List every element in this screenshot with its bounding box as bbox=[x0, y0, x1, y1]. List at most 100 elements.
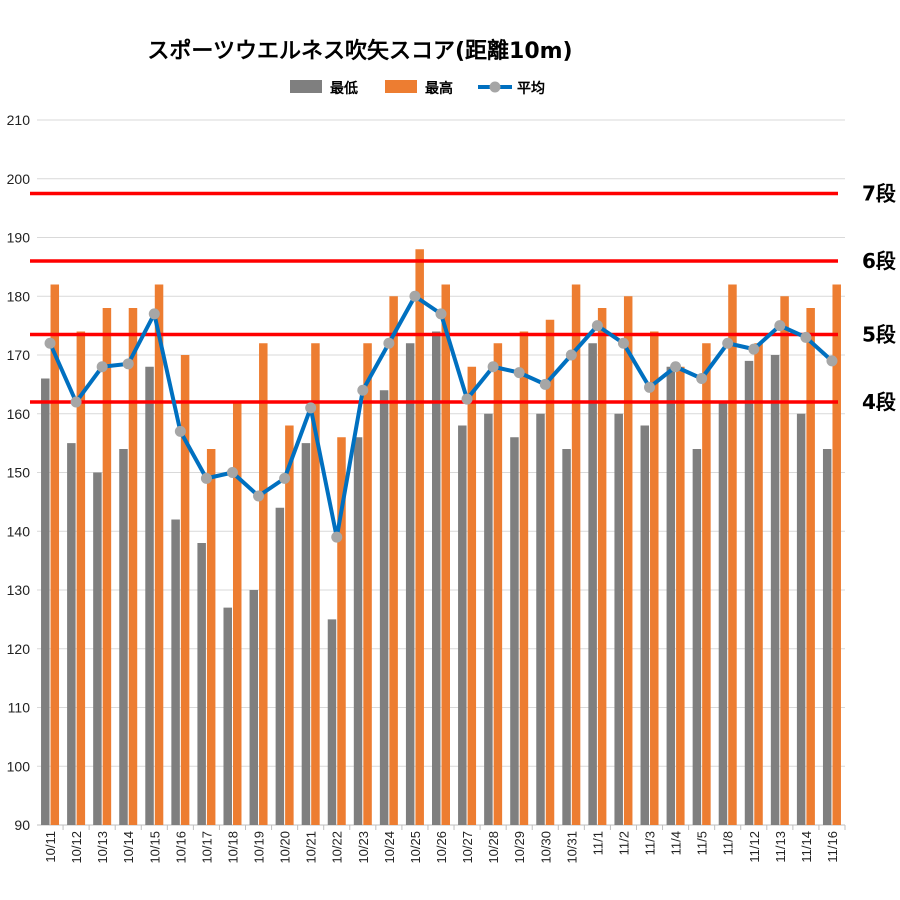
bar-min-10/13 bbox=[93, 472, 102, 825]
average-point-10/23 bbox=[357, 384, 369, 396]
bar-max-10/30 bbox=[545, 319, 555, 825]
bar-min-11/14 bbox=[796, 413, 806, 825]
y-tick-label-130: 130 bbox=[7, 582, 31, 598]
bar-max-11/14 bbox=[806, 308, 815, 825]
x-tick-label-10/16: 10/16 bbox=[173, 831, 188, 864]
y-tick-label-110: 110 bbox=[8, 700, 31, 716]
y-tick-label-190: 190 bbox=[7, 230, 31, 246]
x-tick-label-10/31: 10/31 bbox=[564, 831, 579, 864]
bar-min-10/20 bbox=[275, 507, 285, 825]
bar-max-11/2 bbox=[623, 296, 633, 825]
bar-max-10/23 bbox=[363, 343, 372, 825]
bar-max-10/18 bbox=[232, 402, 242, 825]
bar-min-10/29 bbox=[510, 437, 519, 825]
average-point-10/27 bbox=[461, 393, 473, 405]
bar-min-10/22 bbox=[327, 619, 337, 825]
x-tick-label-10/22: 10/22 bbox=[330, 831, 345, 864]
x-tick-label-10/23: 10/23 bbox=[356, 831, 371, 864]
average-point-11/5 bbox=[696, 373, 708, 384]
legend-label-avg: 平均 bbox=[517, 80, 545, 97]
bars bbox=[41, 249, 841, 825]
x-tick-label-10/26: 10/26 bbox=[434, 831, 449, 864]
bar-min-10/27 bbox=[458, 425, 467, 825]
bar-max-10/19 bbox=[259, 343, 268, 825]
bar-max-11/8 bbox=[728, 284, 737, 825]
bar-min-10/30 bbox=[536, 413, 545, 825]
reference-label-7段: 7段 bbox=[862, 181, 896, 205]
bar-min-10/18 bbox=[223, 607, 232, 825]
x-tick-label-11/8: 11/8 bbox=[721, 831, 736, 855]
x-tick-label-10/11: 10/11 bbox=[43, 831, 58, 863]
bar-min-10/24 bbox=[379, 390, 389, 825]
average-point-11/1 bbox=[591, 320, 603, 332]
chart-title: スポーツウエルネス吹矢スコア(距離10m) bbox=[147, 38, 572, 64]
x-tick-label-10/17: 10/17 bbox=[199, 831, 214, 864]
bar-min-11/2 bbox=[614, 413, 623, 825]
bar-min-10/26 bbox=[432, 331, 441, 825]
bar-max-10/15 bbox=[154, 284, 164, 825]
x-tick-label-10/25: 10/25 bbox=[408, 831, 423, 864]
x-tick-label-10/13: 10/13 bbox=[95, 831, 110, 864]
average-point-11/2 bbox=[617, 337, 629, 349]
y-tick-label-170: 170 bbox=[7, 347, 31, 363]
bar-min-11/1 bbox=[588, 343, 597, 825]
reference-label-4段: 4段 bbox=[862, 390, 896, 414]
x-axis: 10/11 10/12 10/13 10/14 10/15 10/16 10/17 10/18… bbox=[43, 825, 846, 864]
average-point-10/20 bbox=[279, 472, 291, 484]
bar-max-10/12 bbox=[76, 331, 86, 825]
bar-min-11/4 bbox=[666, 366, 676, 825]
average-point-11/12 bbox=[748, 343, 760, 355]
average-point-11/13 bbox=[774, 320, 786, 332]
average-point-11/4 bbox=[670, 361, 682, 373]
average-point-10/12 bbox=[70, 396, 82, 408]
y-tick-label-180: 180 bbox=[7, 288, 31, 304]
x-tick-label-10/18: 10/18 bbox=[225, 831, 240, 864]
legend-swatch-avg-marker bbox=[489, 81, 501, 93]
average-point-10/16 bbox=[174, 425, 186, 437]
bar-min-10/14 bbox=[119, 449, 128, 825]
bar-max-10/24 bbox=[389, 296, 398, 825]
average-point-10/26 bbox=[435, 308, 447, 320]
legend-label-max: 最高 bbox=[425, 80, 453, 97]
bar-max-10/21 bbox=[311, 343, 320, 825]
average-point-10/21 bbox=[305, 402, 317, 414]
bar-min-11/5 bbox=[692, 449, 702, 825]
x-tick-label-10/20: 10/20 bbox=[278, 831, 293, 864]
average-point-10/13 bbox=[96, 361, 108, 373]
average-point-10/30 bbox=[539, 378, 551, 390]
bar-max-10/28 bbox=[493, 343, 503, 825]
average-point-10/22 bbox=[331, 531, 343, 543]
x-tick-label-11/16: 11/16 bbox=[825, 831, 840, 863]
reference-lines: 7段 6段 5段 4段 bbox=[30, 181, 896, 414]
legend: 最低 最高 平均 bbox=[290, 80, 545, 97]
bar-min-10/31 bbox=[562, 449, 571, 825]
y-tick-label-140: 140 bbox=[7, 523, 31, 539]
bar-max-11/5 bbox=[702, 343, 711, 825]
x-tick-label-11/14: 11/14 bbox=[799, 831, 814, 863]
bar-max-10/11 bbox=[50, 284, 60, 825]
bar-max-10/27 bbox=[467, 366, 477, 825]
x-tick-label-11/4: 11/4 bbox=[669, 831, 684, 855]
x-tick-label-11/2: 11/2 bbox=[616, 831, 631, 855]
x-tick-label-10/19: 10/19 bbox=[252, 831, 267, 864]
average-point-10/17 bbox=[200, 472, 212, 484]
x-tick-label-11/1: 11/1 bbox=[590, 831, 605, 855]
x-tick-label-11/13: 11/13 bbox=[773, 831, 788, 863]
bar-max-10/29 bbox=[519, 331, 529, 825]
x-tick-label-10/27: 10/27 bbox=[460, 831, 475, 864]
bar-max-11/12 bbox=[754, 343, 763, 825]
bar-min-10/23 bbox=[353, 437, 363, 825]
bar-min-11/16 bbox=[822, 449, 832, 825]
bar-max-11/1 bbox=[597, 308, 607, 825]
bar-min-10/12 bbox=[67, 443, 76, 825]
x-tick-label-10/12: 10/12 bbox=[69, 831, 84, 864]
bar-min-11/13 bbox=[770, 355, 780, 825]
x-tick-label-10/28: 10/28 bbox=[486, 831, 501, 864]
average-point-10/24 bbox=[383, 337, 395, 349]
x-tick-label-10/15: 10/15 bbox=[147, 831, 162, 864]
y-tick-label-200: 200 bbox=[7, 171, 31, 187]
bar-max-10/26 bbox=[441, 284, 450, 825]
average-point-10/18 bbox=[226, 467, 238, 478]
y-tick-label-100: 100 bbox=[7, 758, 31, 774]
